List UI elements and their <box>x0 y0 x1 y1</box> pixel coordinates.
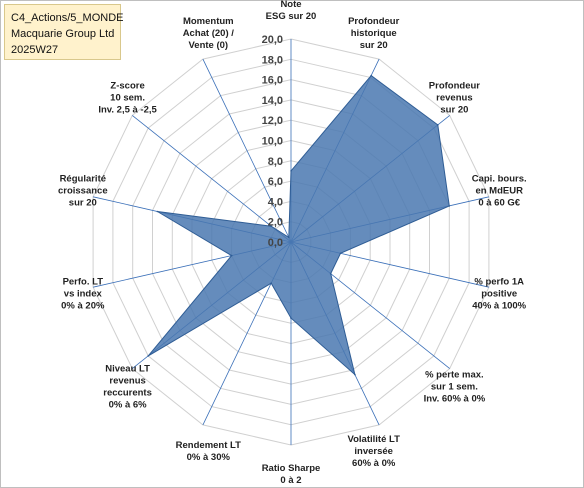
data-point <box>448 205 451 207</box>
data-point <box>370 74 373 77</box>
axis-label-line: 40% à 100% <box>472 301 526 312</box>
data-point <box>437 124 439 126</box>
axis-spoke <box>132 115 292 243</box>
axis-label-line: revenus <box>109 376 145 387</box>
tick-label: 16,0 <box>262 75 283 87</box>
axis-label-line: sur 1 sem. <box>431 382 478 393</box>
axis-label: Perfo. LT vs index 0% à 20% <box>61 277 105 312</box>
axis-label-line: % perfo 1A <box>474 277 524 288</box>
title-box: C4_Actions/5_MONDE Macquarie Group Ltd 2… <box>4 4 124 60</box>
data-point <box>290 317 292 319</box>
axis-label-line: inversée <box>354 446 393 457</box>
axis-label: Note ESG sur 20 <box>266 0 317 22</box>
data-point <box>230 254 233 257</box>
axis-label-line: reccurents <box>103 388 152 399</box>
axis-spoke <box>202 58 292 243</box>
tick-label: 20,0 <box>262 34 283 46</box>
axis-label-line: Ratio Sharpe <box>262 463 321 474</box>
tick-label: 0,0 <box>268 237 283 249</box>
tick-label: 6,0 <box>268 176 283 188</box>
axis-label-line: revenus <box>436 92 472 103</box>
axis-label-line: Achat (20) / <box>183 28 235 39</box>
data-point <box>288 236 290 239</box>
axis-label: Profondeur revenus sur 20 <box>429 80 480 115</box>
axis-label-line: historique <box>351 28 397 39</box>
axis-label-line: Note <box>280 0 301 10</box>
axis-label-line: Z-score <box>110 80 144 91</box>
tick-label: 8,0 <box>268 156 283 168</box>
axis-label-line: 0% à 30% <box>187 452 231 463</box>
axis-label-line: croissance <box>58 185 108 196</box>
axis-label: Niveau LT revenus reccurents 0% à 6% <box>103 364 152 411</box>
axis-label-line: 0% à 6% <box>109 400 148 411</box>
tick-label: 14,0 <box>262 95 283 107</box>
data-point <box>339 252 342 255</box>
axis-label-line: sur 20 <box>440 104 468 115</box>
data-point <box>290 170 292 172</box>
data-series-area <box>147 74 450 377</box>
axis-label-line: 0 à 60 G€ <box>478 197 520 208</box>
data-point <box>270 225 273 227</box>
tick-label: 4,0 <box>268 196 283 208</box>
axis-label-line: 60% à 0% <box>352 458 396 469</box>
tick-label: 12,0 <box>262 115 283 127</box>
axis-label-line: vs index <box>64 289 103 300</box>
tick-label: 18,0 <box>262 54 283 66</box>
axis-label-line: sur 20 <box>69 197 97 208</box>
axis-label-line: Volatilité LT <box>347 434 400 445</box>
data-point <box>354 373 356 376</box>
axis-label: Capi. bours. en MdEUR 0 à 60 G€ <box>472 173 527 208</box>
axis-label-line: Vente (0) <box>188 40 228 51</box>
axis-label-line: Inv. 2,5 à -2,5 <box>98 104 157 115</box>
axis-label: Rendement LT 0% à 30% <box>176 440 241 463</box>
axis-label: Profondeur historique sur 20 <box>348 16 399 51</box>
axis-label-line: sur 20 <box>360 40 388 51</box>
data-point <box>270 282 273 285</box>
axis-label-line: Profondeur <box>348 16 399 27</box>
axis-label-line: Perfo. LT <box>63 277 104 288</box>
data-point <box>329 272 332 275</box>
axis-label: % perte max. sur 1 sem. Inv. 60% à 0% <box>424 370 486 405</box>
title-line-2: Macquarie Group Ltd <box>11 28 115 40</box>
axis-label-line: ESG sur 20 <box>266 11 317 22</box>
data-point <box>147 355 149 357</box>
axis-label-line: en MdEUR <box>475 185 523 196</box>
title-line-1: C4_Actions/5_MONDE <box>11 12 124 24</box>
axis-label-line: Momentum <box>183 16 234 27</box>
axis-label-line: 0% à 20% <box>61 301 105 312</box>
axis-label-line: Rendement LT <box>176 440 241 451</box>
axis-label-line: 0 à 2 <box>280 475 301 486</box>
axis-label: Volatilité LT inversée 60% à 0% <box>347 434 400 469</box>
axis-label: Z-score 10 sem. Inv. 2,5 à -2,5 <box>98 80 157 115</box>
title-line-3: 2025W27 <box>11 44 59 56</box>
axis-label-line: 10 sem. <box>110 92 145 103</box>
tick-label: 2,0 <box>268 217 283 229</box>
axis-label-line: positive <box>481 289 517 300</box>
axis-label-line: Régularité <box>60 173 106 184</box>
axis-label: Ratio Sharpe 0 à 2 <box>262 463 321 486</box>
axis-label-line: Inv. 60% à 0% <box>424 394 486 405</box>
tick-label: 10,0 <box>262 136 283 148</box>
axis-label-line: Profondeur <box>429 80 480 91</box>
data-point <box>156 210 159 213</box>
axis-label-line: Capi. bours. <box>472 173 527 184</box>
axis-label: % perfo 1A positive 40% à 100% <box>472 277 526 312</box>
axis-label-line: % perte max. <box>425 370 484 381</box>
axis-label: Régularité croissance sur 20 <box>58 173 108 208</box>
axis-label: Momentum Achat (20) / Vente (0) <box>183 16 235 51</box>
axis-label-line: Niveau LT <box>105 364 150 375</box>
